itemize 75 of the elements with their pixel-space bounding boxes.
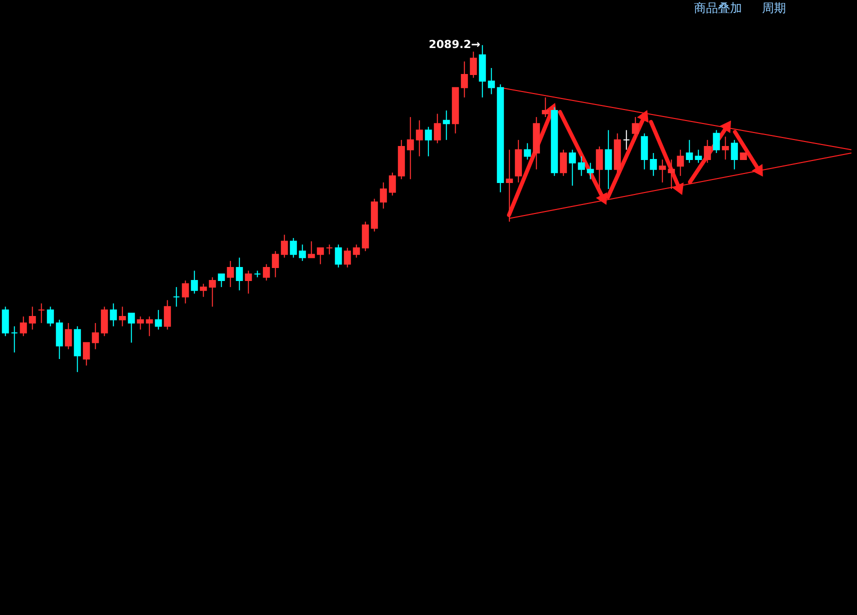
candlestick [92,322,99,350]
candlestick [344,247,351,268]
candlestick [100,306,108,337]
candlestick [2,306,9,337]
candlestick [694,149,702,164]
candlestick [236,257,243,291]
candlestick [146,316,153,337]
candlestick [82,342,90,366]
candlestick [640,132,648,170]
candlestick [362,221,369,252]
candlestick [226,260,234,288]
candlestick [200,283,207,298]
candlestick [704,139,711,164]
candlestick [280,234,288,258]
candlestick [136,316,144,330]
candlestick [64,322,72,350]
candlestick [28,306,36,330]
annotation: 2089.2→ [428,38,480,52]
text: 商品叠加 [694,1,742,15]
candlestick [586,162,594,180]
candlestick [632,116,639,140]
candlestick [460,60,468,98]
candlestick [388,172,396,196]
candlestick [434,113,441,144]
candlestick [272,250,279,278]
candlestick [416,120,423,157]
candlestick [424,126,432,157]
candlestick [658,159,666,183]
candlestick [128,312,135,344]
candlestick [262,264,270,282]
candlestick [712,130,720,154]
candlestick [20,316,27,337]
candlestick [380,182,387,210]
candlestick [650,152,657,176]
candlestick [542,96,549,118]
candlestick [244,270,252,294]
candlestick [218,273,225,288]
candlestick [164,300,171,330]
candlestick [172,286,180,308]
candlestick [722,136,729,160]
candlestick [298,244,306,262]
candlestick [38,302,45,324]
candlestick [316,247,324,265]
candlestick [488,68,495,95]
candlestick [290,238,297,258]
candlestick [686,139,693,164]
candlestick [254,270,261,278]
candlestick [46,306,54,327]
candlestick [668,159,675,190]
candlestick [470,51,477,78]
candlestick [560,149,567,176]
candlestick [308,240,315,258]
candlestick [406,116,414,180]
candlestick [190,270,198,294]
candlestick [730,139,738,170]
candlestick [182,280,189,304]
candlestick [578,156,585,176]
candlestick [154,309,162,330]
candlestick [208,276,216,308]
candlestick [326,244,333,255]
candlestick [622,130,630,150]
candlestick [442,110,450,140]
candlestick [506,149,513,222]
candlestick [334,244,342,268]
candlestick [596,146,603,190]
candlestick [352,244,360,258]
candlestick [676,149,684,176]
candlestick [118,306,126,327]
candlestick [110,302,117,327]
text: 周期 [762,1,786,15]
candlestick [10,326,18,353]
candlestick [568,149,576,186]
candlestick [524,142,531,160]
candlestick [604,130,612,190]
candlestick [56,319,63,360]
